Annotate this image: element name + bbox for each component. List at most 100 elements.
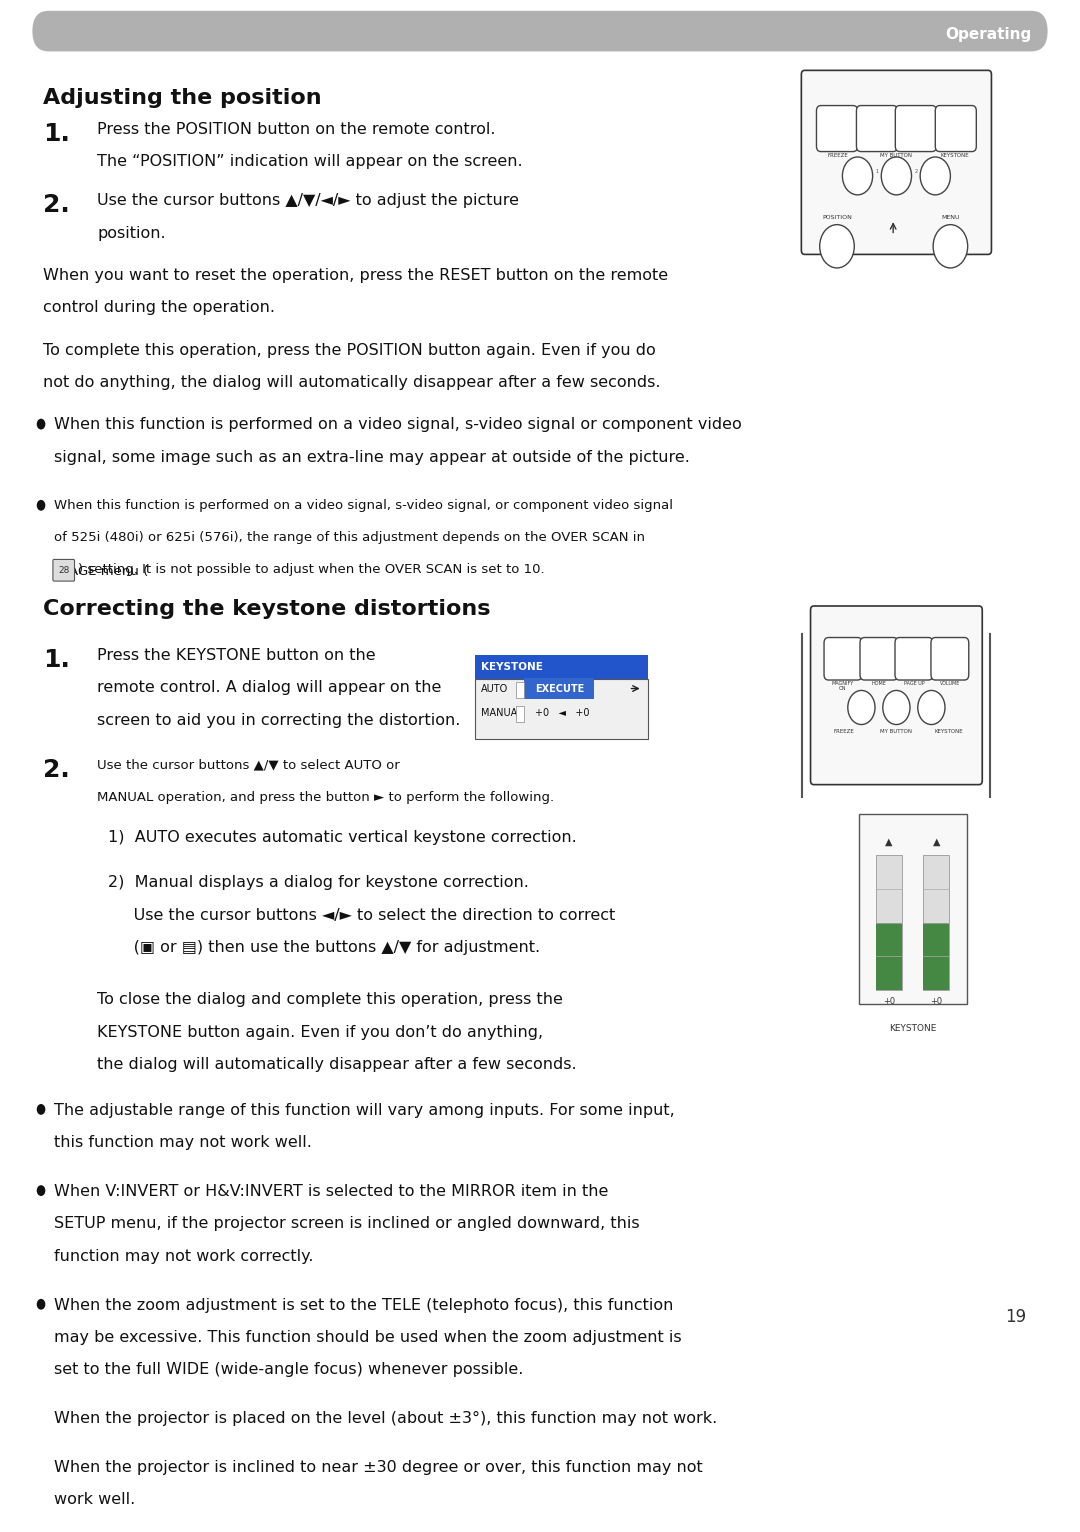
Text: 28: 28 [58, 565, 69, 574]
Text: ) setting. It is not possible to adjust when the OVER SCAN is set to 10.: ) setting. It is not possible to adjust … [78, 564, 544, 576]
Text: 19: 19 [1004, 1308, 1026, 1325]
Text: 1: 1 [876, 170, 878, 175]
Circle shape [842, 156, 873, 195]
Text: of 525i (480i) or 625i (576i), the range of this adjustment depends on the OVER : of 525i (480i) or 625i (576i), the range… [54, 532, 645, 544]
Text: signal, some image such as an extra-line may appear at outside of the picture.: signal, some image such as an extra-line… [54, 450, 690, 464]
Text: 2: 2 [915, 170, 917, 175]
Text: remote control. A dialog will appear on the: remote control. A dialog will appear on … [97, 680, 442, 696]
Text: MANUAL operation, and press the button ► to perform the following.: MANUAL operation, and press the button ►… [97, 791, 554, 804]
Text: +0: +0 [882, 997, 895, 1005]
FancyBboxPatch shape [923, 922, 949, 990]
Text: +0: +0 [930, 997, 943, 1005]
Text: function may not work correctly.: function may not work correctly. [54, 1249, 313, 1264]
Text: The “POSITION” indication will appear on the screen.: The “POSITION” indication will appear on… [97, 155, 523, 169]
Text: screen to aid you in correcting the distortion.: screen to aid you in correcting the dist… [97, 712, 460, 728]
Text: When V:INVERT or H&V:INVERT is selected to the MIRROR item in the: When V:INVERT or H&V:INVERT is selected … [54, 1184, 608, 1200]
Text: 1)  AUTO executes automatic vertical keystone correction.: 1) AUTO executes automatic vertical keys… [108, 830, 577, 844]
Text: 2.: 2. [43, 193, 70, 218]
FancyBboxPatch shape [876, 922, 902, 990]
Text: MENU: MENU [941, 214, 960, 221]
Text: not do anything, the dialog will automatically disappear after a few seconds.: not do anything, the dialog will automat… [43, 375, 661, 391]
Text: MY BUTTON: MY BUTTON [880, 729, 913, 734]
Circle shape [37, 418, 45, 429]
Text: FREEZE: FREEZE [834, 729, 854, 734]
Text: +0   ◄   +0: +0 ◄ +0 [535, 708, 589, 719]
Text: ▲: ▲ [933, 836, 940, 847]
Text: KEYSTONE button again. Even if you don’t do anything,: KEYSTONE button again. Even if you don’t… [97, 1025, 543, 1040]
Text: MY BUTTON: MY BUTTON [880, 153, 913, 158]
FancyBboxPatch shape [524, 677, 594, 700]
FancyBboxPatch shape [516, 706, 524, 723]
Text: Press the POSITION button on the remote control.: Press the POSITION button on the remote … [97, 121, 496, 136]
FancyBboxPatch shape [876, 855, 902, 990]
Text: To close the dialog and complete this operation, press the: To close the dialog and complete this op… [97, 993, 563, 1007]
Text: control during the operation.: control during the operation. [43, 300, 275, 316]
FancyBboxPatch shape [475, 679, 648, 738]
Text: the dialog will automatically disappear after a few seconds.: the dialog will automatically disappear … [97, 1057, 577, 1072]
Text: 2.: 2. [43, 758, 70, 783]
FancyBboxPatch shape [516, 682, 524, 699]
Text: HOME: HOME [872, 680, 887, 686]
FancyBboxPatch shape [475, 654, 648, 679]
Text: VOLUME: VOLUME [940, 680, 960, 686]
Text: When the zoom adjustment is set to the TELE (telephoto focus), this function: When the zoom adjustment is set to the T… [54, 1298, 673, 1313]
Text: 1.: 1. [43, 648, 70, 673]
Text: To complete this operation, press the POSITION button again. Even if you do: To complete this operation, press the PO… [43, 343, 656, 357]
Circle shape [933, 225, 968, 268]
Text: Use the cursor buttons ◄/► to select the direction to correct: Use the cursor buttons ◄/► to select the… [108, 908, 616, 922]
Circle shape [920, 156, 950, 195]
FancyBboxPatch shape [824, 637, 862, 680]
Text: MAGNIFY
ON: MAGNIFY ON [832, 680, 854, 691]
FancyBboxPatch shape [860, 637, 897, 680]
Text: When this function is performed on a video signal, s-video signal or component v: When this function is performed on a vid… [54, 417, 742, 432]
Text: this function may not work well.: this function may not work well. [54, 1135, 312, 1151]
Text: The adjustable range of this function will vary among inputs. For some input,: The adjustable range of this function wi… [54, 1103, 675, 1118]
FancyBboxPatch shape [32, 11, 1048, 52]
FancyBboxPatch shape [859, 815, 967, 1003]
Text: Use the cursor buttons ▲/▼ to select AUTO or: Use the cursor buttons ▲/▼ to select AUT… [97, 758, 400, 772]
Text: When the projector is placed on the level (about ±3°), this function may not wor: When the projector is placed on the leve… [54, 1411, 717, 1426]
Circle shape [37, 1186, 45, 1196]
Circle shape [37, 1299, 45, 1310]
FancyBboxPatch shape [895, 106, 936, 152]
Text: POSITION: POSITION [822, 214, 852, 221]
Text: work well.: work well. [54, 1492, 135, 1507]
Text: set to the full WIDE (wide-angle focus) whenever possible.: set to the full WIDE (wide-angle focus) … [54, 1362, 524, 1377]
Text: Operating: Operating [945, 28, 1031, 41]
FancyBboxPatch shape [931, 637, 969, 680]
Text: FREEZE: FREEZE [827, 153, 849, 158]
Text: When this function is performed on a video signal, s-video signal, or component : When this function is performed on a vid… [54, 498, 673, 512]
Text: 2)  Manual displays a dialog for keystone correction.: 2) Manual displays a dialog for keystone… [108, 875, 529, 890]
Text: ▲: ▲ [886, 836, 892, 847]
Text: Press the KEYSTONE button on the: Press the KEYSTONE button on the [97, 648, 376, 663]
Circle shape [37, 1105, 45, 1115]
Text: Correcting the keystone distortions: Correcting the keystone distortions [43, 599, 490, 619]
FancyBboxPatch shape [816, 106, 858, 152]
Text: Adjusting the position: Adjusting the position [43, 87, 322, 107]
Circle shape [37, 1462, 45, 1472]
FancyBboxPatch shape [935, 106, 976, 152]
Text: KEYSTONE: KEYSTONE [481, 662, 542, 673]
Text: SETUP menu, if the projector screen is inclined or angled downward, this: SETUP menu, if the projector screen is i… [54, 1216, 639, 1232]
FancyBboxPatch shape [810, 607, 983, 784]
FancyBboxPatch shape [53, 559, 75, 581]
Text: AUTO: AUTO [481, 683, 508, 694]
Circle shape [918, 691, 945, 725]
Text: position.: position. [97, 225, 166, 241]
Text: 1.: 1. [43, 121, 70, 146]
Text: (▣ or ▤) then use the buttons ▲/▼ for adjustment.: (▣ or ▤) then use the buttons ▲/▼ for ad… [108, 941, 540, 956]
Circle shape [37, 1413, 45, 1423]
Text: PAGE UP: PAGE UP [904, 680, 924, 686]
FancyBboxPatch shape [801, 70, 991, 254]
Circle shape [882, 691, 910, 725]
Circle shape [848, 691, 875, 725]
Text: KEYSTONE: KEYSTONE [889, 1023, 936, 1033]
Text: Use the cursor buttons ▲/▼/◄/► to adjust the picture: Use the cursor buttons ▲/▼/◄/► to adjust… [97, 193, 519, 208]
FancyBboxPatch shape [923, 855, 949, 990]
Text: When you want to reset the operation, press the RESET button on the remote: When you want to reset the operation, pr… [43, 268, 669, 283]
Text: When the projector is inclined to near ±30 degree or over, this function may not: When the projector is inclined to near ±… [54, 1460, 703, 1475]
Text: KEYSTONE: KEYSTONE [941, 153, 969, 158]
Circle shape [820, 225, 854, 268]
Text: EXECUTE: EXECUTE [535, 683, 584, 694]
Circle shape [881, 156, 912, 195]
